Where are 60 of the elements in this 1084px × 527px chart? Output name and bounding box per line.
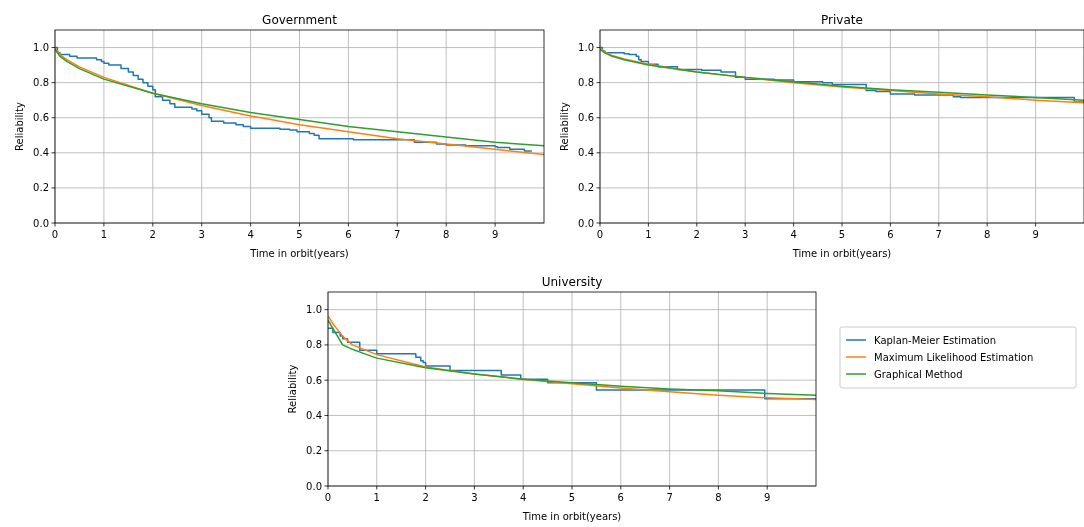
x-tick-label: 5	[296, 229, 303, 240]
y-tick-label: 1.0	[33, 42, 49, 54]
y-tick-label: 0.2	[578, 182, 594, 194]
y-tick-label: 0.2	[306, 445, 322, 457]
y-tick-label: 0.6	[578, 112, 594, 124]
x-tick-label: 5	[568, 492, 576, 503]
x-tick-label: 0	[324, 492, 332, 503]
x-tick-label: 7	[935, 229, 942, 240]
x-axis-title: Time in orbit(years)	[521, 511, 622, 522]
x-tick-label: 8	[715, 492, 722, 503]
x-axis-title: Time in orbit(years)	[249, 248, 349, 259]
x-tick-label: 0	[51, 229, 59, 240]
legend-label: Kaplan-Meier Estimation	[874, 334, 996, 346]
x-tick-label: 9	[764, 492, 771, 503]
x-tick-label: 7	[394, 229, 401, 240]
x-tick-label: 8	[984, 229, 991, 240]
y-tick-label: 0.6	[306, 374, 322, 386]
x-tick-label: 4	[247, 229, 254, 240]
x-tick-label: 2	[693, 229, 700, 240]
y-tick-label: 0.4	[33, 147, 49, 159]
x-axis-title: Time in orbit(years)	[791, 248, 892, 259]
x-tick-label: 3	[198, 229, 205, 240]
y-tick-label: 1.0	[578, 42, 594, 54]
x-tick-label: 0	[596, 229, 604, 240]
y-tick-label: 1.0	[306, 304, 322, 316]
y-tick-label: 0.8	[306, 339, 322, 351]
x-tick-label: 7	[666, 492, 673, 503]
y-tick-label: 0.8	[578, 77, 594, 89]
y-tick-label: 0.0	[33, 217, 49, 229]
chart-title: Private	[821, 13, 863, 27]
x-tick-label: 5	[838, 229, 846, 240]
y-tick-label: 0.0	[306, 480, 322, 492]
x-tick-label: 2	[149, 229, 156, 240]
y-tick-label: 0.8	[33, 77, 49, 89]
x-tick-label: 8	[443, 229, 450, 240]
y-axis-title: Reliability	[559, 101, 570, 151]
x-tick-label: 1	[645, 229, 652, 240]
legend-label: Maximum Likelihood Estimation	[874, 351, 1034, 363]
y-tick-label: 0.6	[33, 112, 49, 124]
y-tick-label: 0.4	[306, 409, 322, 421]
y-axis-title: Reliability	[14, 101, 25, 151]
x-tick-label: 3	[742, 229, 749, 240]
chart-title: University	[541, 275, 603, 289]
y-tick-label: 0.2	[33, 182, 49, 194]
x-tick-label: 3	[471, 492, 478, 503]
x-tick-label: 2	[422, 492, 429, 503]
x-tick-label: 4	[790, 229, 797, 240]
x-tick-label: 6	[887, 229, 894, 240]
x-tick-label: 4	[520, 492, 527, 503]
x-tick-label: 1	[373, 492, 380, 503]
x-tick-label: 9	[1032, 229, 1039, 240]
x-tick-label: 1	[100, 229, 108, 240]
y-tick-label: 0.4	[578, 147, 594, 159]
legend-label: Graphical Method	[874, 368, 963, 380]
x-tick-label: 9	[491, 229, 499, 240]
x-tick-label: 6	[345, 229, 352, 240]
y-tick-label: 0.0	[578, 217, 594, 229]
y-axis-title: Reliability	[287, 364, 298, 414]
chart-title: Government	[262, 13, 338, 27]
x-tick-label: 6	[617, 492, 624, 503]
